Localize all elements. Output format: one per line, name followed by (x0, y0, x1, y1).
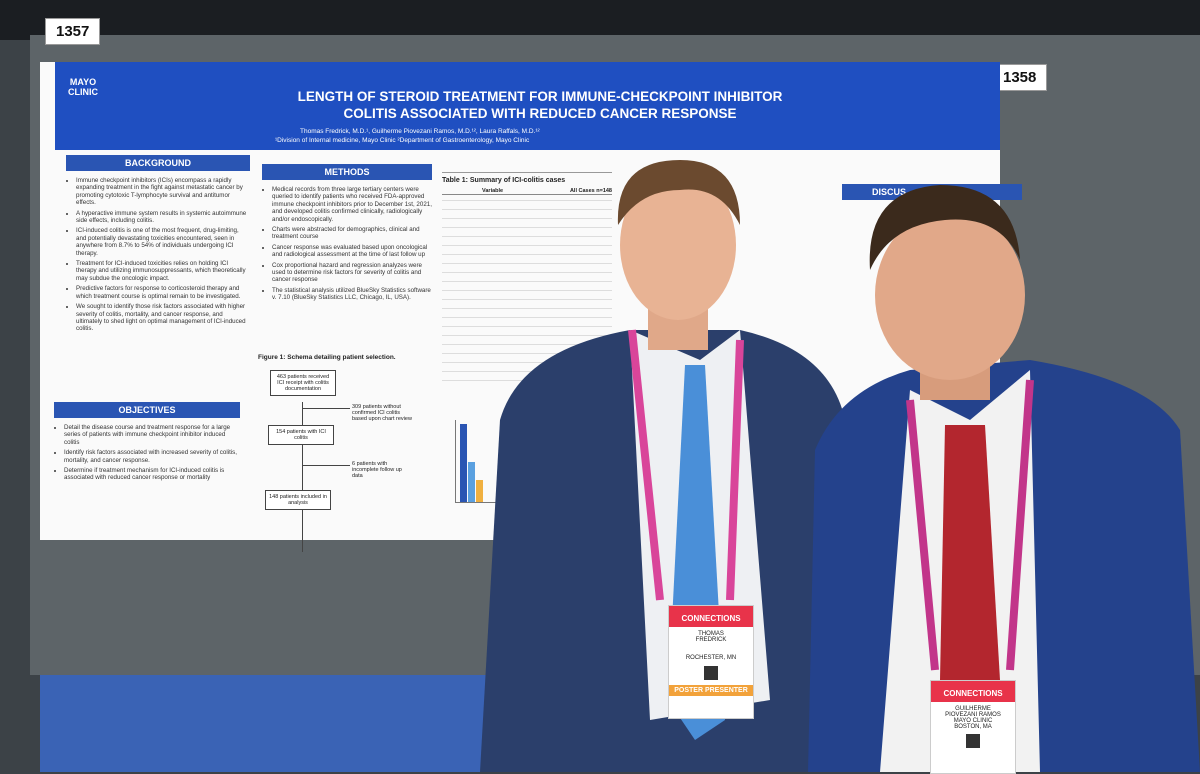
poster-header (55, 62, 1000, 150)
flow-node: 148 patients included in analysis (265, 490, 331, 510)
bullet-list: Immune checkpoint inhibitors (ICIs) enco… (66, 177, 250, 333)
badge: CONNECTIONS GUILHERME PIOVEZANI RAMOS MA… (930, 680, 1016, 774)
table-title: Table 1: Summary of ICI-colitis cases (442, 177, 566, 184)
logo-text: MAYO (69, 77, 97, 87)
bullet: Charts were abstracted for demographics,… (272, 226, 432, 241)
badge-city: ROCHESTER, MN (685, 655, 737, 661)
badge-name: FREDRICK (695, 637, 727, 643)
flow-arrow (302, 408, 350, 409)
tie (940, 425, 1000, 700)
badge-banner: CONNECTIONS (931, 681, 1015, 702)
affiliations: ¹Division of Internal medicine, Mayo Cli… (275, 137, 530, 144)
flow-node: 463 patients received ICI receipt with c… (270, 370, 336, 396)
person-left (480, 160, 860, 772)
bullet: A hyperactive immune system results in s… (76, 210, 250, 225)
figure-bar (476, 480, 483, 502)
table-header: Variable All Cases n=148 (442, 188, 612, 195)
person-right (808, 185, 1200, 772)
section-heading: METHODS (262, 164, 432, 180)
figure-title: Figure 1: Schema detailing patient selec… (258, 354, 396, 361)
bullet-list: Detail the disease course and treatment … (54, 424, 240, 482)
badge-city: BOSTON, MA (954, 724, 992, 730)
badge-banner: CONNECTIONS (669, 606, 753, 627)
ceiling (0, 0, 1200, 40)
bullet: Medical records from three large tertiar… (272, 186, 432, 223)
bullet: Determine if treatment mechanism for ICI… (64, 467, 240, 482)
logo-text: CLINIC (68, 87, 98, 97)
table-cell: All Cases n=148 (569, 188, 612, 194)
bullet: Cancer response was evaluated based upon… (272, 244, 432, 259)
badge-name: GUILHERME (955, 706, 991, 712)
flow-node: 154 patients with ICI colitis (268, 425, 334, 445)
bullet: Immune checkpoint inhibitors (ICIs) enco… (76, 177, 250, 207)
hair (869, 185, 1020, 270)
bar-figure (455, 420, 496, 503)
title: LENGTH OF STEROID TREATMENT FOR IMMUNE-C… (190, 88, 890, 122)
booth-number: 1357 (45, 18, 101, 45)
bullet: Identify risk factors associated with in… (64, 449, 240, 464)
bullet: ICI-induced colitis is one of the most f… (76, 227, 250, 257)
flow-arrow (302, 402, 303, 552)
bullet: Detail the disease course and treatment … (64, 424, 240, 446)
flow-arrow (302, 465, 350, 466)
face (620, 170, 736, 320)
badge-name: PIOVEZANI RAMOS (945, 712, 1001, 718)
flow-node: 309 patients without confirmed ICI colit… (352, 404, 412, 422)
section-heading: BACKGROUND (66, 155, 250, 171)
bullet: Cox proportional hazard and regression a… (272, 262, 432, 284)
face (875, 210, 1025, 380)
section-heading: OBJECTIVES (54, 402, 240, 418)
objectives-section: OBJECTIVES Detail the disease course and… (54, 402, 240, 485)
authors: Thomas Fredrick, M.D.¹, Guilherme Piovez… (300, 128, 540, 135)
bullet: Treatment for ICI-induced toxicities rel… (76, 260, 250, 282)
badge-qr (966, 734, 980, 748)
methods-section: METHODS Medical records from three large… (262, 164, 432, 305)
table-cell: Variable (482, 188, 504, 194)
bullet: The statistical analysis utilized BlueSk… (272, 287, 432, 302)
title-line: LENGTH OF STEROID TREATMENT FOR IMMUNE-C… (297, 89, 783, 104)
badge: CONNECTIONS THOMAS FREDRICK ROCHESTER, M… (668, 605, 754, 719)
lanyard (628, 329, 744, 601)
bullet: We sought to identify those risk factors… (76, 303, 250, 333)
badge-name: THOMAS (698, 631, 724, 637)
title-line: COLITIS ASSOCIATED WITH REDUCED CANCER R… (343, 106, 737, 121)
badge-qr (704, 666, 718, 680)
booth-number: 1358 (992, 64, 1048, 91)
bullet-list: Medical records from three large tertiar… (262, 186, 432, 302)
hair (617, 160, 740, 225)
flow-node: 6 patients with incomplete follow up dat… (352, 461, 402, 479)
bullet: Predictive factors for response to corti… (76, 285, 250, 300)
figure-bar (460, 424, 467, 502)
lanyard (906, 379, 1034, 671)
figure-bar (468, 462, 475, 502)
badge-org: MAYO CLINIC (953, 718, 993, 724)
background-section: BACKGROUND Immune checkpoint inhibitors … (66, 155, 250, 336)
logo: MAYO CLINIC (68, 77, 98, 97)
badge-ribbon: POSTER PRESENTER (669, 685, 753, 696)
